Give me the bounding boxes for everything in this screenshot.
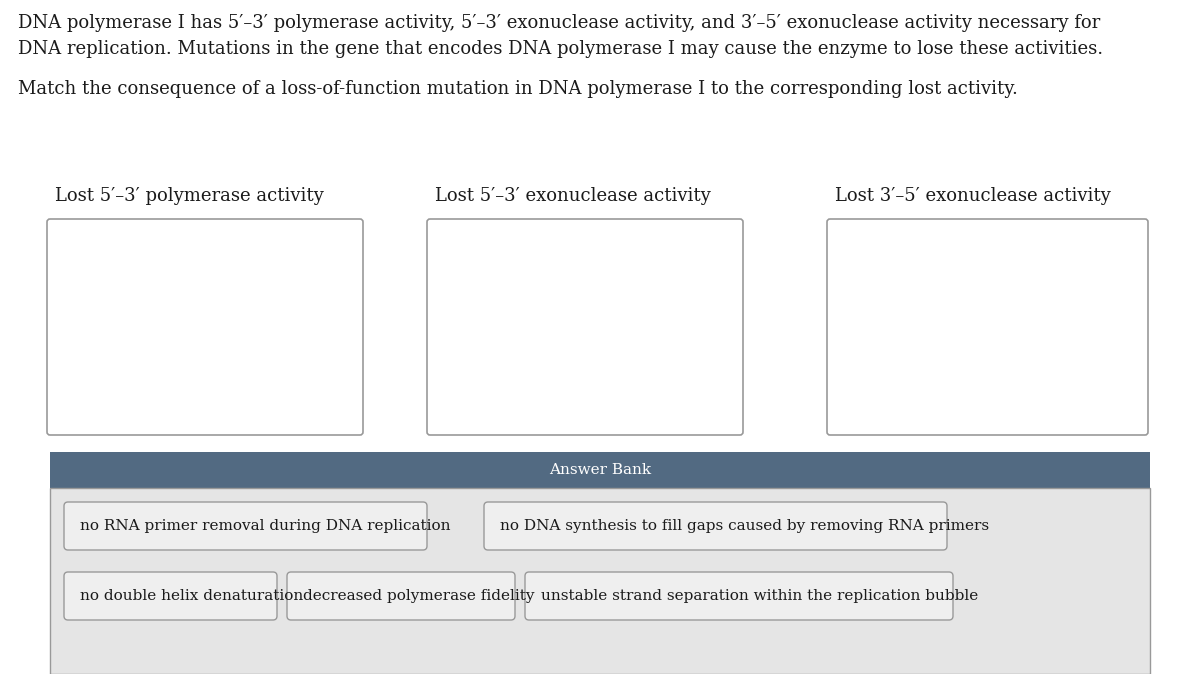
FancyBboxPatch shape bbox=[64, 502, 427, 550]
Text: no double helix denaturation: no double helix denaturation bbox=[80, 589, 304, 603]
FancyBboxPatch shape bbox=[64, 572, 277, 620]
FancyBboxPatch shape bbox=[287, 572, 515, 620]
Text: Answer Bank: Answer Bank bbox=[548, 463, 652, 477]
Text: DNA replication. Mutations in the gene that encodes DNA polymerase I may cause t: DNA replication. Mutations in the gene t… bbox=[18, 40, 1103, 58]
Text: no DNA synthesis to fill gaps caused by removing RNA primers: no DNA synthesis to fill gaps caused by … bbox=[500, 519, 989, 533]
FancyBboxPatch shape bbox=[484, 502, 947, 550]
Text: unstable strand separation within the replication bubble: unstable strand separation within the re… bbox=[541, 589, 978, 603]
FancyBboxPatch shape bbox=[827, 219, 1148, 435]
Text: no RNA primer removal during DNA replication: no RNA primer removal during DNA replica… bbox=[80, 519, 450, 533]
FancyBboxPatch shape bbox=[427, 219, 743, 435]
Text: DNA polymerase I has 5′–3′ polymerase activity, 5′–3′ exonuclease activity, and : DNA polymerase I has 5′–3′ polymerase ac… bbox=[18, 14, 1100, 32]
Bar bbox=[50, 452, 1150, 488]
Text: Match the consequence of a loss-of-function mutation in DNA polymerase I to the : Match the consequence of a loss-of-funct… bbox=[18, 80, 1018, 98]
Bar bbox=[50, 488, 1150, 674]
Text: decreased polymerase fidelity: decreased polymerase fidelity bbox=[302, 589, 534, 603]
FancyBboxPatch shape bbox=[526, 572, 953, 620]
Text: Lost 5′–3′ polymerase activity: Lost 5′–3′ polymerase activity bbox=[55, 187, 324, 205]
Text: Lost 5′–3′ exonuclease activity: Lost 5′–3′ exonuclease activity bbox=[436, 187, 710, 205]
Text: Lost 3′–5′ exonuclease activity: Lost 3′–5′ exonuclease activity bbox=[835, 187, 1111, 205]
FancyBboxPatch shape bbox=[47, 219, 364, 435]
